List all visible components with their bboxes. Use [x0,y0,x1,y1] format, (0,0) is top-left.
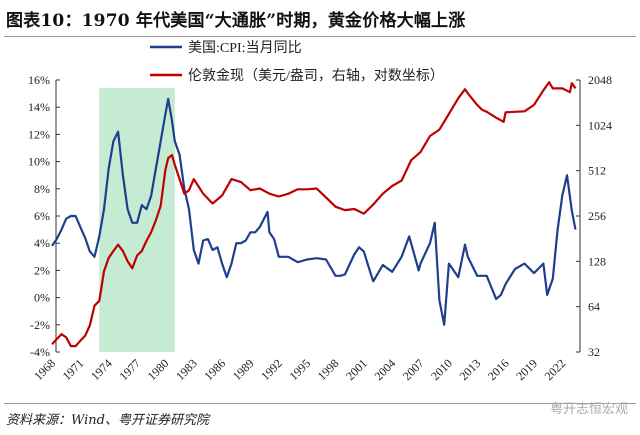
left-tick-label: -2% [30,318,50,332]
right-tick-label: 512 [588,164,606,178]
left-tick-label: 2% [34,263,50,277]
x-tick-label: 1995 [286,356,313,383]
x-tick-label: 1977 [116,356,143,383]
x-tick-label: 1992 [258,356,285,383]
source-divider [4,403,636,404]
right-tick-label: 128 [588,254,606,268]
left-tick-label: 8% [34,182,50,196]
title-divider [4,36,636,37]
series-line-gold [51,81,577,348]
source-note: 资料来源：Wind、粤开证券研究院 [6,413,209,428]
x-tick-label: 2013 [457,356,484,383]
x-tick-label: 2007 [400,356,427,383]
series-line-cpi [51,97,577,326]
left-tick-label: 10% [28,155,50,169]
x-tick-label: 1989 [230,356,257,383]
x-tick-label: 1974 [88,356,115,383]
watermark: 粤开志恒宏观 [549,402,628,417]
x-tick-label: 1971 [60,356,87,383]
x-tick-label: 2016 [485,356,512,383]
left-tick-label: 0% [34,291,50,305]
chart-title: 图表10：1970 年代美国“大通胀”时期，黄金价格大幅上涨 [6,11,466,31]
right-tick-label: 64 [588,300,600,314]
right-tick-label: 1024 [588,118,612,132]
x-tick-label: 1998 [315,356,342,383]
left-tick-label: -4% [30,345,50,359]
legend-label: 伦敦金现（美元/盎司，右轴，对数坐标） [188,68,444,84]
right-tick-label: 2048 [588,73,612,87]
x-tick-label: 2010 [428,356,455,383]
x-tick-label: 1986 [201,356,228,383]
x-tick-label: 2019 [513,356,540,383]
legend-label: 美国:CPI:当月同比 [188,40,302,56]
left-tick-label: 14% [28,100,50,114]
left-tick-label: 12% [28,127,50,141]
left-tick-label: 16% [28,73,50,87]
x-tick-label: 1968 [31,356,58,383]
right-tick-label: 32 [588,345,600,359]
x-tick-label: 2004 [371,356,398,383]
left-tick-label: 4% [34,236,50,250]
left-tick-label: 6% [34,209,50,223]
x-tick-label: 1980 [145,356,172,383]
x-tick-label: 2001 [343,356,370,383]
right-tick-label: 256 [588,209,606,223]
x-tick-label: 1983 [173,356,200,383]
x-tick-label: 2022 [542,356,569,383]
